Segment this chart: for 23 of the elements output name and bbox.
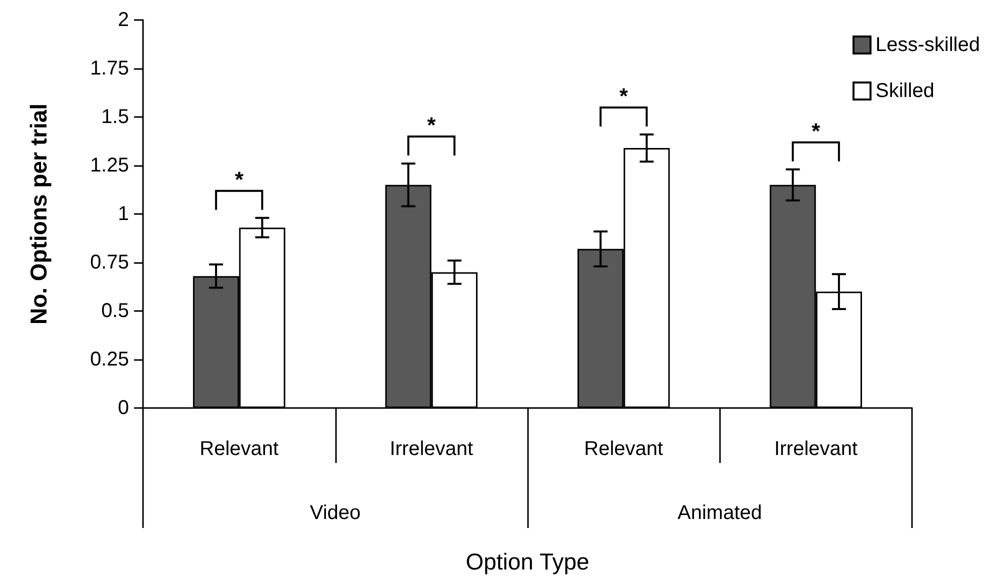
annotation: * (234, 166, 244, 192)
x-tick-label: Irrelevant (390, 438, 474, 460)
x-tick-label: Irrelevant (774, 438, 858, 460)
annotation: * (619, 83, 628, 108)
text: Animated (678, 502, 762, 524)
y-tick-label: 0 (118, 397, 129, 419)
y-tick-label: 2 (118, 9, 129, 31)
y-tick-label: 1.25 (90, 154, 129, 176)
legend-label: Less-skilled (876, 34, 980, 56)
y-tick-label: 0.5 (101, 300, 129, 322)
y-axis-title: No. Options per trial (26, 103, 52, 325)
annotation: * (427, 112, 436, 138)
y-tick-label: 1 (118, 203, 129, 225)
x-tick-label: Relevant (584, 438, 664, 460)
text: Video (310, 502, 361, 524)
x-tick-label: Relevant (200, 438, 280, 460)
legend-label: Skilled (876, 80, 934, 102)
y-tick-label: 0.75 (90, 252, 129, 274)
y-tick-label: 0.25 (90, 348, 129, 370)
annotation: * (812, 118, 821, 144)
x-axis-title: Option Type (466, 548, 590, 574)
y-tick-label: 1.75 (90, 58, 129, 80)
y-tick-label: 1.5 (101, 106, 129, 128)
